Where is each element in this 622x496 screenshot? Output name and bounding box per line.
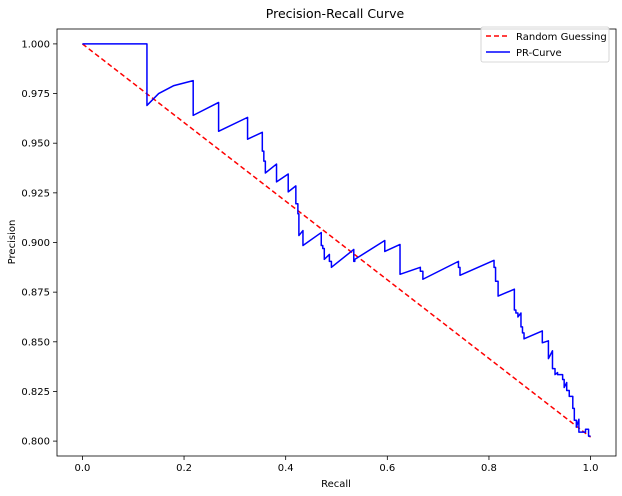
x-tick-label: 0.2 — [176, 463, 192, 474]
series-line-random-guessing — [81, 43, 592, 438]
y-tick-label: 0.800 — [21, 437, 50, 448]
y-tick-label: 1.000 — [21, 39, 50, 50]
legend-box — [480, 26, 610, 63]
y-tick-label: 0.850 — [21, 337, 50, 348]
y-tick-label: 0.975 — [21, 89, 50, 100]
legend: Random Guessing PR-Curve — [480, 26, 610, 63]
legend-label-random-guessing: Random Guessing — [516, 32, 607, 43]
x-tick-label: 0.0 — [74, 463, 90, 474]
x-axis-label: Recall — [321, 479, 351, 490]
y-axis: 0.800 0.825 0.850 0.875 0.900 0.925 0.950 0.975… — [21, 39, 57, 448]
y-tick-label: 0.875 — [21, 288, 50, 299]
legend-label-pr-curve: PR-Curve — [516, 48, 562, 59]
y-tick-label: 0.950 — [21, 139, 50, 150]
y-tick-label: 0.825 — [21, 387, 50, 398]
chart-title: Precision-Recall Curve — [266, 6, 405, 21]
series-line-pr-curve — [82, 43, 591, 437]
x-tick-label: 0.8 — [481, 463, 497, 474]
y-axis-label: Precision — [7, 220, 18, 265]
x-tick-label: 1.0 — [583, 463, 599, 474]
plot-area — [81, 43, 592, 438]
y-tick-label: 0.900 — [21, 238, 50, 249]
x-axis: 0.0 0.2 0.4 0.6 0.8 1.0 — [74, 456, 599, 474]
x-tick-label: 0.6 — [379, 463, 395, 474]
y-tick-label: 0.925 — [21, 188, 50, 199]
x-tick-label: 0.4 — [278, 463, 294, 474]
